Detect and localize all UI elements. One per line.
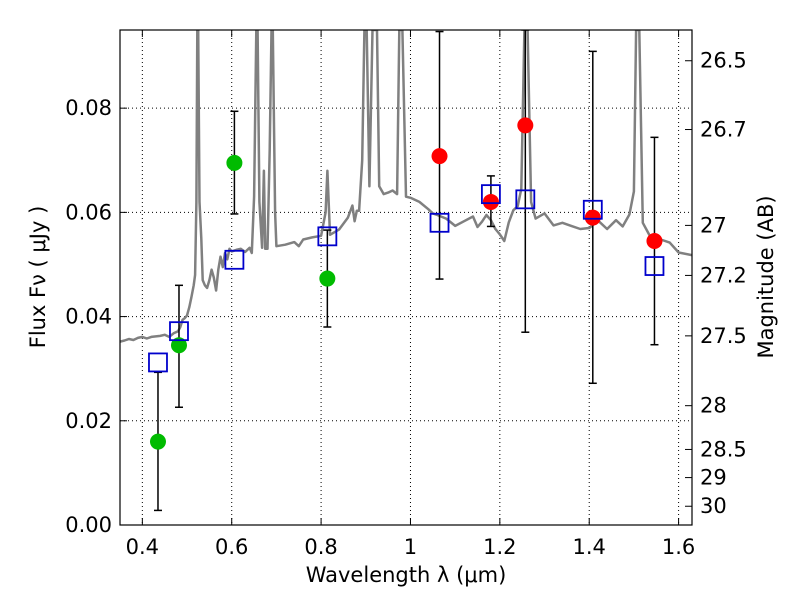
model-photometry-point [582,199,603,220]
model-photometry-point [317,226,338,247]
mag-tick-label: 27.5 [700,324,747,348]
mag-tick-label: 28 [700,394,727,418]
x-tick-label: 1 [404,535,417,559]
x-tick-label: 1.2 [483,535,516,559]
mag-tick-label: 29 [700,466,727,490]
observed-optical-point [226,154,243,171]
mag-tick-label: 26.5 [700,49,747,73]
spectrum-line [120,30,692,343]
observed-optical-point [149,433,166,450]
y-tick-label: 0.04 [65,305,112,329]
y-tick-label: 0.02 [65,409,112,433]
x-axis-label: Wavelength λ (μm) [306,563,507,587]
y-axis-label: Flux Fν ( μJy ) [26,206,50,349]
observed-nir-point [482,193,499,210]
observed-optical-point [319,270,336,287]
x-tick-label: 1.6 [662,535,695,559]
x-tick-label: 0.6 [215,535,248,559]
tick-labels: 0.4 0.6 0.8 1 1.2 1.4 1.6 0.00 0.02 0.04 0.06 0.08 2… [65,49,747,559]
model-photometry-point [169,321,189,342]
observed-nir-point [584,209,601,226]
observed-optical-point [170,337,187,354]
x-tick-label: 0.4 [126,535,159,559]
data-point-layer [148,117,665,450]
y-axis-right-label: Magnitude (AB) [754,195,778,358]
model-photometry-point [644,256,665,276]
mag-tick-label: 27 [700,213,727,237]
model-photometry-point [148,352,168,373]
model-photometry-point [429,212,450,233]
plot-frame [119,29,693,526]
mag-tick-label: 26.7 [700,118,747,142]
y-tick-label: 0.08 [65,96,112,120]
x-tick-label: 0.8 [304,535,337,559]
mag-tick-label: 30 [700,494,727,518]
model-photometry-point [481,184,501,205]
mag-tick-label: 28.5 [700,437,747,461]
mag-tick-label: 27.2 [700,263,747,287]
y-tick-label: 0.00 [65,513,112,537]
x-tick-label: 1.4 [573,535,606,559]
y-tick-label: 0.06 [65,200,112,224]
model-photometry-point [224,249,245,270]
observed-nir-point [517,117,534,134]
observed-nir-point [646,233,663,250]
model-photometry-point [515,189,536,210]
observed-nir-point [431,148,448,165]
ticks [120,30,692,526]
spectrum-layer [120,30,692,343]
